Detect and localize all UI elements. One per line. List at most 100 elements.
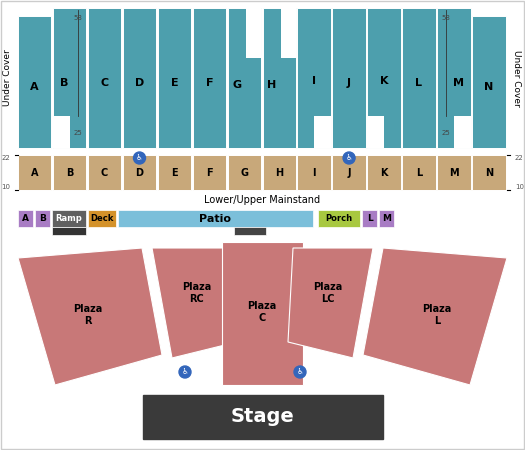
Text: J: J xyxy=(347,78,351,88)
Text: Under Cover: Under Cover xyxy=(512,50,521,106)
Bar xyxy=(35,210,50,227)
Bar xyxy=(368,8,401,148)
Bar xyxy=(227,155,261,190)
Text: 10: 10 xyxy=(515,184,524,190)
Bar xyxy=(52,210,86,227)
Text: A: A xyxy=(30,82,39,92)
Bar xyxy=(246,8,261,58)
Bar xyxy=(18,16,51,148)
Text: A: A xyxy=(22,214,29,223)
Bar xyxy=(143,395,383,439)
Bar xyxy=(118,210,313,227)
Bar xyxy=(262,155,296,190)
Text: 10: 10 xyxy=(1,184,10,190)
Circle shape xyxy=(179,366,191,378)
Bar xyxy=(362,210,377,227)
Circle shape xyxy=(133,152,145,164)
Bar xyxy=(18,155,51,190)
Bar xyxy=(193,8,226,148)
Polygon shape xyxy=(18,248,162,385)
Bar xyxy=(227,8,261,148)
Text: Plaza
R: Plaza R xyxy=(74,304,102,326)
Text: 58: 58 xyxy=(441,15,450,21)
Text: Under Cover: Under Cover xyxy=(4,50,13,106)
Text: B: B xyxy=(60,78,69,88)
Bar xyxy=(298,8,331,148)
Text: ♿: ♿ xyxy=(136,153,143,162)
Bar xyxy=(368,155,401,190)
Text: 22: 22 xyxy=(515,155,524,161)
Bar xyxy=(53,116,70,148)
Text: I: I xyxy=(312,167,316,177)
Text: B: B xyxy=(66,167,74,177)
Text: Plaza
RC: Plaza RC xyxy=(182,282,212,304)
Text: E: E xyxy=(171,78,178,88)
Bar xyxy=(88,155,121,190)
Bar xyxy=(18,210,33,227)
Bar xyxy=(123,8,156,148)
Bar xyxy=(402,8,436,148)
Bar xyxy=(193,155,226,190)
Text: L: L xyxy=(415,78,423,88)
Text: Stage: Stage xyxy=(231,408,295,427)
Bar xyxy=(298,155,331,190)
Bar xyxy=(402,155,436,190)
Text: ♿: ♿ xyxy=(345,153,352,162)
Text: M: M xyxy=(454,78,465,88)
Bar xyxy=(88,8,121,148)
Text: A: A xyxy=(31,167,38,177)
Bar xyxy=(53,155,86,190)
Text: Lower/Upper Mainstand: Lower/Upper Mainstand xyxy=(204,195,320,205)
Text: ♿: ♿ xyxy=(297,368,303,377)
Text: L: L xyxy=(366,214,372,223)
Circle shape xyxy=(343,152,355,164)
Text: 58: 58 xyxy=(74,15,82,21)
Text: Deck: Deck xyxy=(90,214,114,223)
Polygon shape xyxy=(152,248,237,358)
Text: 25: 25 xyxy=(74,130,82,136)
Text: Plaza
L: Plaza L xyxy=(423,304,451,326)
Bar xyxy=(437,8,470,148)
Text: 22: 22 xyxy=(1,155,10,161)
Bar xyxy=(437,155,470,190)
Text: 25: 25 xyxy=(441,130,450,136)
Text: Plaza
C: Plaza C xyxy=(247,301,277,323)
Bar xyxy=(332,155,366,190)
Circle shape xyxy=(294,366,306,378)
Text: G: G xyxy=(232,80,242,90)
Bar xyxy=(314,116,331,148)
Bar xyxy=(53,8,86,148)
Text: L: L xyxy=(416,167,422,177)
Text: Patio: Patio xyxy=(199,213,231,224)
Text: H: H xyxy=(267,80,276,90)
Text: K: K xyxy=(380,167,388,177)
Text: B: B xyxy=(39,214,46,223)
Text: H: H xyxy=(275,167,284,177)
Bar xyxy=(234,227,266,235)
Text: E: E xyxy=(171,167,178,177)
Bar xyxy=(262,8,296,148)
Polygon shape xyxy=(363,248,507,385)
Text: D: D xyxy=(135,78,144,88)
Bar xyxy=(158,155,191,190)
Bar xyxy=(332,8,366,148)
Text: N: N xyxy=(484,82,493,92)
Text: M: M xyxy=(449,167,459,177)
Text: C: C xyxy=(100,78,109,88)
Polygon shape xyxy=(222,242,303,385)
Text: J: J xyxy=(348,167,351,177)
Text: Porch: Porch xyxy=(326,214,353,223)
Text: K: K xyxy=(380,76,388,86)
Text: Plaza
LC: Plaza LC xyxy=(313,282,343,304)
Bar xyxy=(281,8,296,58)
Bar xyxy=(379,210,394,227)
Bar xyxy=(368,116,384,148)
Text: G: G xyxy=(240,167,248,177)
Bar xyxy=(454,116,470,148)
Text: C: C xyxy=(101,167,108,177)
Polygon shape xyxy=(288,248,373,358)
Bar xyxy=(472,16,506,148)
Text: I: I xyxy=(312,76,316,86)
Text: F: F xyxy=(206,167,213,177)
Text: D: D xyxy=(135,167,143,177)
